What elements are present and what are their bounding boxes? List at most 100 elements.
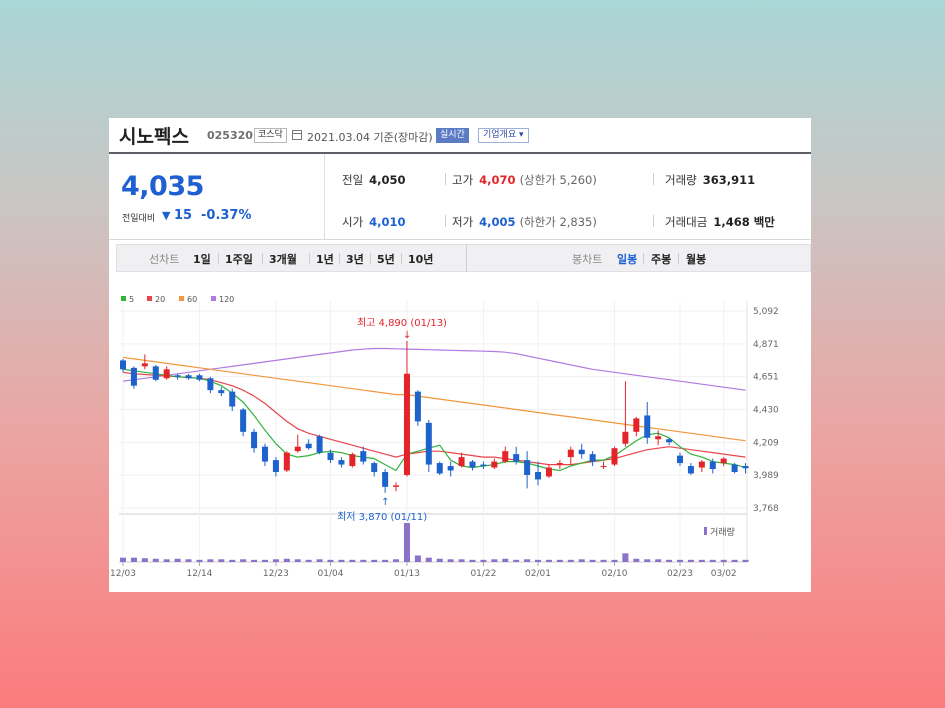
stock-code: 025320	[207, 129, 253, 142]
volume-bar	[535, 559, 542, 562]
volume-bar	[720, 559, 727, 562]
volume-bar	[458, 559, 465, 562]
candle-body	[272, 460, 279, 472]
tab-5y[interactable]: 5년	[377, 253, 395, 266]
tab-1d[interactable]: 1일	[193, 253, 211, 266]
divider	[445, 173, 446, 185]
volume-bar	[152, 558, 159, 562]
volume-legend-label: 거래량	[710, 526, 735, 538]
candle-body	[622, 431, 629, 444]
volume-bar	[371, 559, 378, 562]
volume-bar	[633, 558, 640, 562]
candle-body	[305, 443, 312, 449]
volume-bar	[141, 558, 148, 562]
candle-body	[731, 464, 738, 472]
candle-body	[283, 452, 290, 471]
volume-bar	[502, 558, 509, 562]
low-annotation: 최저 3,870 (01/11)	[337, 511, 427, 523]
candle-body	[677, 455, 684, 464]
volume-bar	[655, 559, 662, 562]
volume-bar	[360, 559, 367, 562]
volume-bar	[316, 559, 323, 562]
company-overview-button[interactable]: 기업개요 ▾	[478, 128, 529, 143]
tab-separator	[262, 253, 263, 264]
candle-body	[600, 466, 607, 468]
candle-body	[360, 451, 367, 462]
volume-bar	[447, 559, 454, 562]
candle-body	[578, 449, 585, 455]
candle-body	[556, 463, 563, 465]
candle-body	[666, 439, 673, 443]
candle-body	[742, 466, 749, 469]
low-stat: 저가 4,005 (하한가 2,835)	[452, 214, 597, 230]
current-price: 4,035	[121, 171, 204, 202]
change-label: 전일대비	[122, 214, 156, 224]
volume-bar	[622, 553, 629, 562]
volume-bar	[556, 559, 563, 562]
stock-chart[interactable]: 5,092 4,871 4,651 4,430 4,209 3,989 3,768 12/03…	[109, 118, 811, 592]
volume-bar	[196, 559, 203, 562]
candle-body	[316, 436, 323, 453]
candle-body	[644, 415, 651, 438]
tab-3m[interactable]: 3개월	[269, 253, 297, 266]
x-tick-label: 01/13	[394, 569, 420, 579]
ma120-line	[122, 347, 746, 391]
prev-close-stat: 전일 4,050	[342, 172, 406, 188]
open-label: 시가	[342, 215, 364, 229]
tab-10y[interactable]: 10년	[408, 253, 434, 266]
down-arrow-icon: ▼	[162, 209, 171, 222]
x-tick-label: 03/02	[711, 569, 737, 579]
volume-bar	[251, 559, 258, 562]
candle-body	[502, 451, 509, 462]
candle-body	[655, 436, 662, 440]
volume-bar	[742, 559, 749, 562]
title-bar: 시노펙스 025320 코스닥 2021.03.04 기준(장마감) 실시간 기…	[109, 118, 811, 154]
volume-bar	[393, 559, 400, 562]
realtime-button[interactable]: 실시간	[436, 128, 469, 143]
candle-body	[720, 458, 727, 464]
tab-daily[interactable]: 일봉	[617, 253, 638, 266]
tab-weekly[interactable]: 주봉	[651, 253, 672, 266]
tab-3y[interactable]: 3년	[346, 253, 364, 266]
tab-1w[interactable]: 1주일	[225, 253, 253, 266]
volume-stat: 거래량 363,911	[665, 172, 755, 188]
candle-body	[480, 464, 487, 467]
candle-body	[240, 409, 247, 432]
volume-bar	[698, 559, 705, 562]
candle-body	[251, 431, 258, 449]
volume-bar	[163, 559, 170, 562]
tab-group-divider	[466, 244, 467, 272]
amount-value: 1,468 백만	[713, 215, 775, 229]
volume-bar	[414, 555, 421, 562]
volume-bar	[513, 559, 520, 562]
volume-legend-swatch	[704, 527, 707, 535]
volume-bar	[677, 559, 684, 562]
company-overview-label: 기업개요	[483, 130, 517, 140]
candle-body	[207, 378, 214, 391]
divider	[445, 215, 446, 227]
volume-bar	[491, 559, 498, 562]
amount-stat: 거래대금 1,468 백만	[665, 214, 775, 230]
candle-body	[545, 467, 552, 477]
volume-label: 거래량	[665, 173, 697, 187]
volume-bar	[305, 559, 312, 562]
volume-bar	[600, 559, 607, 562]
stock-name[interactable]: 시노펙스	[119, 126, 189, 148]
legend-label: 120	[219, 295, 234, 304]
chevron-down-icon: ▾	[519, 130, 524, 140]
candle-body	[491, 461, 498, 468]
high-arrow-icon: ↓	[403, 330, 411, 341]
x-tick-label: 01/22	[470, 569, 496, 579]
tab-1y[interactable]: 1년	[316, 253, 334, 266]
y-tick-label: 3,768	[753, 504, 779, 514]
open-stat: 시가 4,010	[342, 214, 406, 230]
tab-separator	[339, 253, 340, 264]
candle-body	[338, 460, 345, 465]
candle-body	[403, 373, 410, 475]
candle-body	[371, 463, 378, 472]
tab-monthly[interactable]: 월봉	[686, 253, 707, 266]
candle-body	[174, 375, 181, 377]
candle-body	[119, 360, 127, 370]
x-tick-label: 12/23	[263, 569, 289, 579]
volume-bar	[130, 557, 137, 562]
